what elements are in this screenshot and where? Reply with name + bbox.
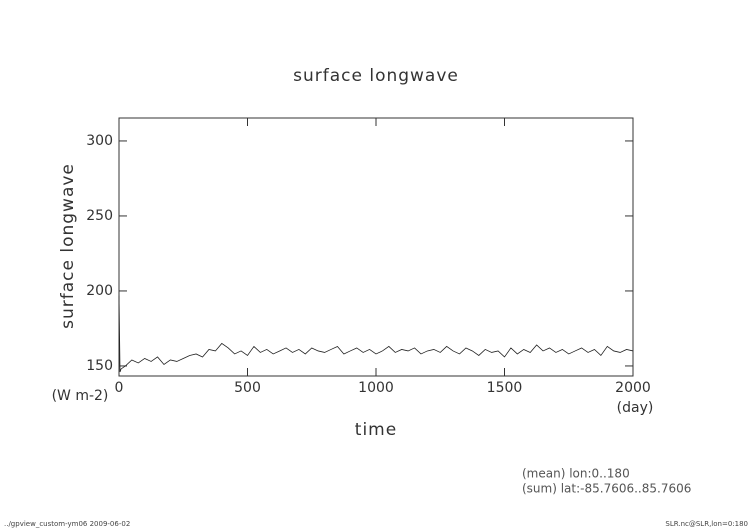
x-tick-label: 1000: [358, 380, 394, 396]
x-tick-label: 2000: [615, 380, 651, 396]
footer: ../gpview_custom-ym06 2009-06-02: [4, 520, 130, 528]
plot-frame: [118, 117, 634, 377]
chart-title: surface longwave: [293, 66, 459, 86]
y-axis-unit: (W m-2): [52, 388, 109, 404]
x-tick-label: 500: [234, 380, 261, 396]
x-tick-label: 0: [115, 380, 124, 396]
footer: SLR.nc@SLR,lon=0:180: [665, 520, 748, 528]
x-axis-label: time: [355, 420, 397, 440]
y-tick-label: 150: [86, 358, 113, 374]
annotation: (sum) lat:-85.7606..85.7606: [522, 482, 691, 496]
y-axis-label: surface longwave: [58, 163, 78, 329]
y-tick-label: 200: [86, 283, 113, 299]
y-tick-label: 250: [86, 208, 113, 224]
data-line: [118, 295, 634, 373]
annotation: (mean) lon:0..180: [522, 467, 630, 481]
y-tick-label: 300: [86, 133, 113, 149]
x-axis-unit: (day): [617, 400, 654, 416]
x-tick-label: 1500: [487, 380, 523, 396]
